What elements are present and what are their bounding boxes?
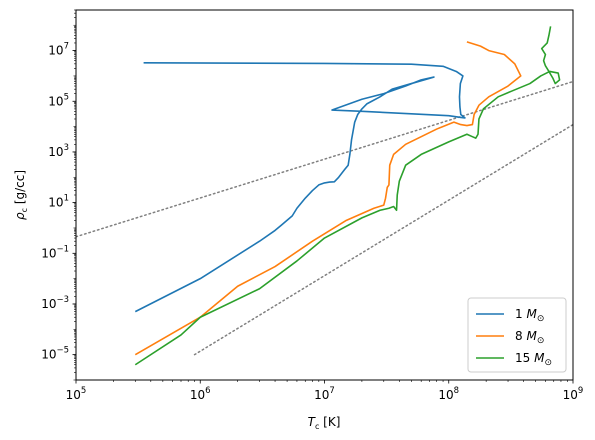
x-tick-label: 108 <box>438 386 459 402</box>
reference-line-2 <box>193 123 573 356</box>
y-tick-label: 105 <box>48 92 69 108</box>
reference-lines <box>76 80 573 356</box>
legend-label-3: 15 M⊙ <box>515 351 552 368</box>
y-tick-label: 103 <box>48 143 69 159</box>
x-tick-label: 107 <box>314 386 335 402</box>
legend-label-1: 1 M⊙ <box>515 307 544 324</box>
y-tick-label: 10−1 <box>41 244 69 260</box>
series-line-2 <box>134 41 522 356</box>
y-tick-label: 101 <box>48 194 69 210</box>
x-tick-label: 109 <box>563 386 584 402</box>
series-line-1 <box>134 61 466 313</box>
legend-box <box>467 297 567 373</box>
series-lines <box>134 26 561 366</box>
reference-line-1 <box>76 80 573 238</box>
y-tick-label: 107 <box>48 42 69 58</box>
x-tick-label: 106 <box>190 386 211 402</box>
series-line-3 <box>134 26 561 366</box>
y-tick-label: 10−3 <box>41 295 69 311</box>
y-axis-ticks: 10−5 10−3 10−1 101 103 105 107 <box>41 9 76 381</box>
legend: 1 M⊙ 8 M⊙ 15 M⊙ <box>467 297 567 373</box>
legend-label-2: 8 M⊙ <box>515 329 544 346</box>
x-tick-label: 105 <box>66 386 87 402</box>
x-axis-ticks: 105 106 107 108 109 <box>66 380 584 402</box>
y-axis-title: ρc [g/cc] <box>13 170 29 220</box>
x-axis-title: Tc [K] <box>308 415 341 431</box>
y-tick-label: 10−5 <box>41 346 69 362</box>
